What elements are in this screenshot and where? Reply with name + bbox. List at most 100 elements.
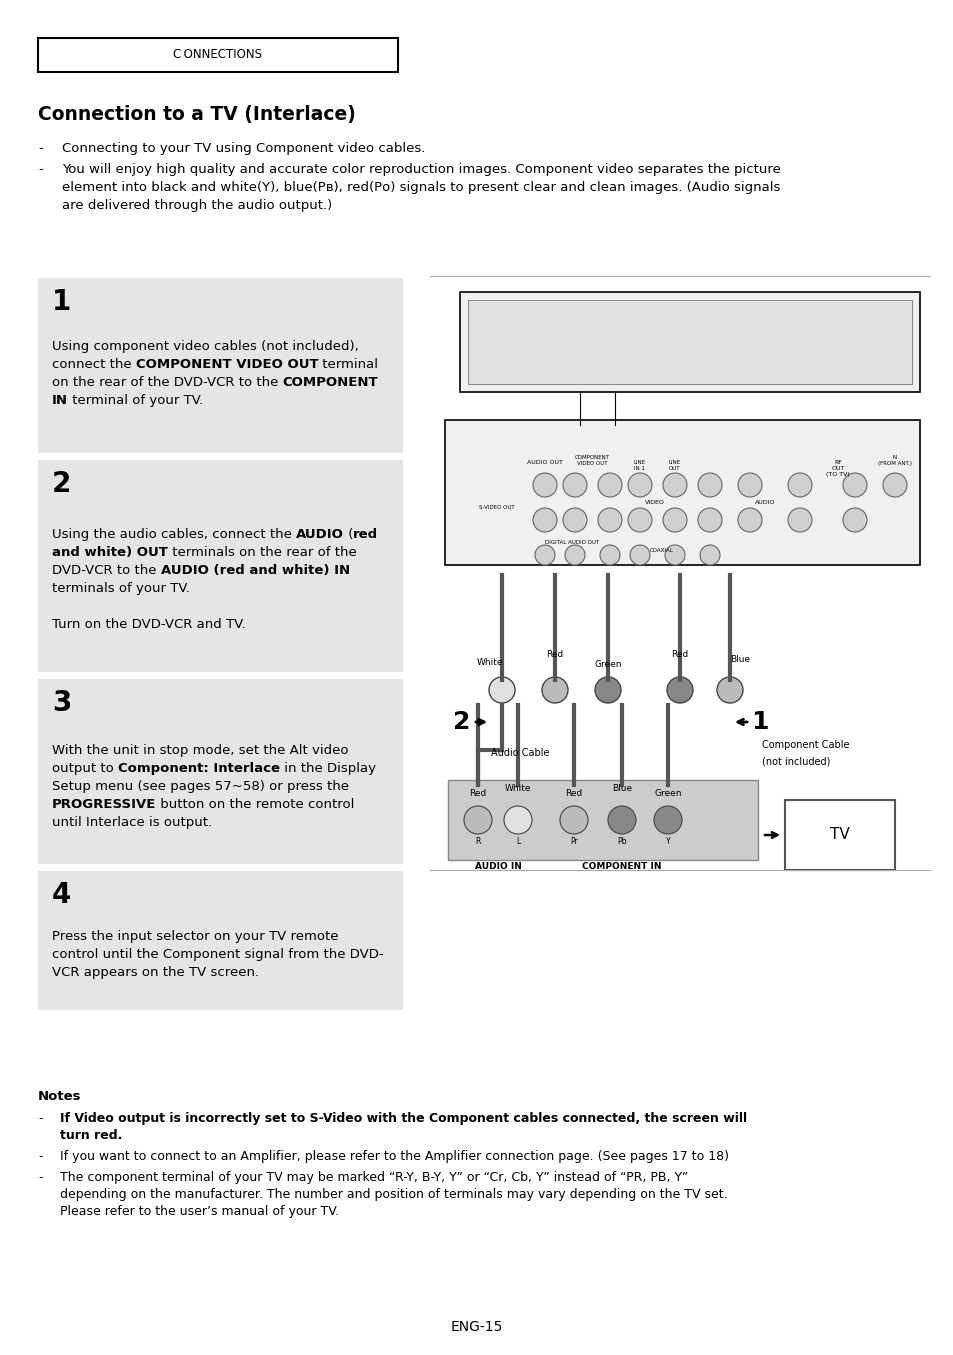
Circle shape — [564, 545, 584, 565]
Text: in the Display: in the Display — [280, 762, 375, 775]
Text: red: red — [353, 528, 378, 541]
Bar — [448, 780, 758, 860]
Circle shape — [738, 508, 761, 533]
Text: Connecting to your TV using Component video cables.: Connecting to your TV using Component vi… — [62, 142, 425, 154]
Text: AUDIO: AUDIO — [295, 528, 344, 541]
Text: White: White — [476, 659, 503, 667]
Text: White: White — [504, 785, 531, 793]
Text: -: - — [38, 1112, 43, 1125]
Circle shape — [662, 508, 686, 533]
Text: If Video output is incorrectly set to S-Video with the Component cables connecte: If Video output is incorrectly set to S-… — [60, 1112, 746, 1125]
Text: Red: Red — [546, 650, 563, 659]
Text: IN: IN — [52, 394, 68, 406]
Text: connect the: connect the — [52, 358, 135, 371]
Text: COMPONENT: COMPONENT — [282, 375, 377, 389]
Circle shape — [698, 473, 721, 497]
Text: (not included): (not included) — [761, 757, 829, 767]
Text: Setup menu (see pages 57~58) or press the: Setup menu (see pages 57~58) or press th… — [52, 780, 349, 793]
Text: 3: 3 — [52, 688, 71, 717]
Text: element into black and white(Y), blue(Pʙ), red(Pᴏ) signals to present clear and : element into black and white(Y), blue(Pʙ… — [62, 182, 780, 194]
Text: COMPONENT
VIDEO OUT: COMPONENT VIDEO OUT — [574, 455, 609, 466]
Text: Component Cable: Component Cable — [761, 740, 848, 751]
Text: 1: 1 — [52, 289, 71, 316]
Bar — [38, 679, 402, 864]
Text: PROGRESSIVE: PROGRESSIVE — [52, 798, 156, 812]
Text: Using component video cables (not included),: Using component video cables (not includ… — [52, 340, 358, 354]
Circle shape — [607, 806, 636, 833]
Text: Using the audio cables, connect the: Using the audio cables, connect the — [52, 528, 295, 541]
Text: AUDIO OUT: AUDIO OUT — [526, 459, 562, 465]
Text: Blue: Blue — [729, 654, 749, 664]
Circle shape — [787, 508, 811, 533]
Circle shape — [627, 473, 651, 497]
Text: Green: Green — [654, 789, 681, 798]
Circle shape — [627, 508, 651, 533]
Text: TV: TV — [829, 828, 849, 843]
Circle shape — [533, 473, 557, 497]
Text: If you want to connect to an Amplifier, please refer to the Amplifier connection: If you want to connect to an Amplifier, … — [60, 1150, 728, 1163]
Circle shape — [698, 508, 721, 533]
Text: LINE
OUT: LINE OUT — [668, 459, 680, 470]
Circle shape — [664, 545, 684, 565]
Text: are delivered through the audio output.): are delivered through the audio output.) — [62, 199, 332, 211]
Text: Please refer to the user’s manual of your TV.: Please refer to the user’s manual of you… — [60, 1205, 338, 1218]
Circle shape — [595, 678, 620, 703]
Text: 1: 1 — [750, 710, 768, 734]
Text: ENG-15: ENG-15 — [451, 1320, 502, 1335]
Text: AUDIO IN: AUDIO IN — [474, 862, 521, 871]
Text: (: ( — [344, 528, 353, 541]
Circle shape — [842, 508, 866, 533]
Text: 2: 2 — [52, 470, 71, 499]
Text: terminal of your TV.: terminal of your TV. — [68, 394, 203, 406]
Circle shape — [666, 678, 692, 703]
Circle shape — [541, 678, 567, 703]
Text: 4: 4 — [52, 881, 71, 909]
Text: Red: Red — [671, 650, 688, 659]
Bar — [444, 420, 919, 565]
Bar — [459, 291, 919, 392]
Circle shape — [535, 545, 555, 565]
Circle shape — [700, 545, 720, 565]
Text: terminals of your TV.: terminals of your TV. — [52, 583, 190, 595]
Text: Y: Y — [665, 837, 670, 846]
Circle shape — [463, 806, 492, 833]
Text: control until the Component signal from the DVD-: control until the Component signal from … — [52, 948, 383, 961]
Circle shape — [503, 806, 532, 833]
Text: COMPONENT IN: COMPONENT IN — [581, 862, 661, 871]
Bar — [38, 871, 402, 1009]
Bar — [468, 299, 911, 383]
Text: AUDIO: AUDIO — [754, 500, 775, 505]
Text: DIGITAL AUDIO OUT: DIGITAL AUDIO OUT — [544, 541, 598, 545]
Text: Press the input selector on your TV remote: Press the input selector on your TV remo… — [52, 930, 338, 943]
Circle shape — [598, 473, 621, 497]
Circle shape — [559, 806, 587, 833]
Text: L: L — [516, 837, 519, 846]
Text: button on the remote control: button on the remote control — [156, 798, 355, 812]
Text: 2: 2 — [453, 710, 470, 734]
Text: Component: Interlace: Component: Interlace — [118, 762, 280, 775]
Text: terminals on the rear of the: terminals on the rear of the — [168, 546, 356, 560]
Text: on the rear of the DVD-VCR to the: on the rear of the DVD-VCR to the — [52, 375, 282, 389]
Bar — [38, 459, 402, 672]
Text: You will enjoy high quality and accurate color reproduction images. Component vi: You will enjoy high quality and accurate… — [62, 163, 781, 176]
Circle shape — [562, 473, 586, 497]
Text: VCR appears on the TV screen.: VCR appears on the TV screen. — [52, 966, 259, 980]
Circle shape — [662, 473, 686, 497]
Text: COAXIAL: COAXIAL — [649, 547, 673, 553]
Circle shape — [787, 473, 811, 497]
Circle shape — [562, 508, 586, 533]
Text: C ONNECTIONS: C ONNECTIONS — [173, 47, 262, 61]
Circle shape — [598, 508, 621, 533]
Circle shape — [654, 806, 681, 833]
Text: Red: Red — [469, 789, 486, 798]
Text: and white) OUT: and white) OUT — [52, 546, 168, 560]
Text: Turn on the DVD-VCR and TV.: Turn on the DVD-VCR and TV. — [52, 618, 245, 631]
Text: Green: Green — [594, 660, 621, 669]
Circle shape — [489, 678, 515, 703]
Text: -: - — [38, 163, 43, 176]
Text: RF
OUT
(TO TV): RF OUT (TO TV) — [825, 459, 849, 477]
Circle shape — [599, 545, 619, 565]
Text: N
(FROM ANT.): N (FROM ANT.) — [877, 455, 911, 466]
Text: Notes: Notes — [38, 1089, 81, 1103]
Text: output to: output to — [52, 762, 118, 775]
